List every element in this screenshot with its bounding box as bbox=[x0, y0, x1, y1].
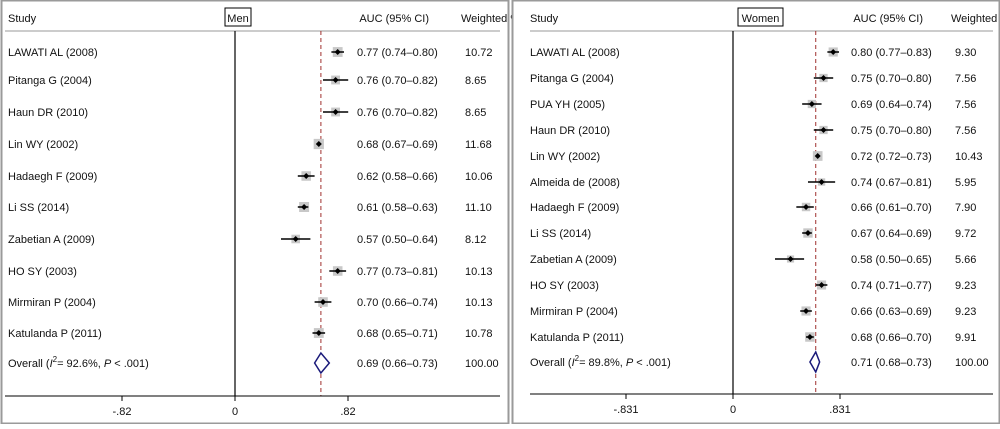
p-value: < .001) bbox=[633, 357, 671, 369]
weight-label: 11.68 bbox=[465, 139, 492, 151]
auc-ci-label: 0.75 (0.70–0.80) bbox=[851, 125, 932, 137]
study-name: HO SY (2003) bbox=[8, 266, 77, 278]
weight-label: 10.43 bbox=[955, 151, 983, 163]
auc-ci-label: 0.77 (0.73–0.81) bbox=[357, 266, 438, 278]
forest-panel-men: Study Men AUC (95% CI) Weighted % LAWATI AL … bbox=[2, 1, 521, 424]
weight-label: 5.66 bbox=[955, 254, 976, 266]
auc-ci-label: 0.68 (0.66–0.70) bbox=[851, 332, 932, 344]
auc-ci-label: 0.76 (0.70–0.82) bbox=[357, 75, 438, 87]
overall-prefix: Overall ( bbox=[530, 357, 572, 369]
weight-label: 8.65 bbox=[465, 107, 486, 119]
weight-label: 11.10 bbox=[465, 202, 492, 214]
x-tick-label: -.831 bbox=[613, 404, 638, 416]
study-name: Almeida de (2008) bbox=[530, 177, 620, 189]
forest-panel-women: Study Women AUC (95% CI) Weighted % LAWATI A… bbox=[513, 1, 1000, 424]
study-name: Lin WY (2002) bbox=[8, 139, 78, 151]
study-name: Zabetian A (2009) bbox=[8, 234, 95, 246]
panel-title: Women bbox=[742, 13, 780, 25]
column-header-auc: AUC (95% CI) bbox=[359, 13, 429, 25]
study-name: Haun DR (2010) bbox=[530, 125, 610, 137]
auc-ci-label: 0.74 (0.67–0.81) bbox=[851, 177, 932, 189]
overall-auc-label: 0.69 (0.66–0.73) bbox=[357, 358, 438, 370]
auc-ci-label: 0.68 (0.65–0.71) bbox=[357, 328, 438, 340]
x-tick-label: 0 bbox=[730, 404, 736, 416]
weight-label: 10.13 bbox=[465, 297, 493, 309]
auc-ci-label: 0.76 (0.70–0.82) bbox=[357, 107, 438, 119]
overall-prefix: Overall ( bbox=[8, 358, 50, 370]
study-name: Mirmiran P (2004) bbox=[8, 297, 96, 309]
i2-value: = 89.8%, bbox=[579, 357, 626, 369]
auc-ci-label: 0.80 (0.77–0.83) bbox=[851, 47, 932, 59]
auc-ci-label: 0.58 (0.50–0.65) bbox=[851, 254, 932, 266]
column-header-auc: AUC (95% CI) bbox=[853, 13, 923, 25]
x-tick-label: .831 bbox=[829, 404, 850, 416]
weight-label: 8.65 bbox=[465, 75, 486, 87]
auc-ci-label: 0.69 (0.64–0.74) bbox=[851, 99, 932, 111]
auc-ci-label: 0.67 (0.64–0.69) bbox=[851, 228, 932, 240]
panel-title: Men bbox=[227, 13, 248, 25]
study-name: HO SY (2003) bbox=[530, 280, 599, 292]
weight-label: 10.06 bbox=[465, 171, 493, 183]
auc-ci-label: 0.70 (0.66–0.74) bbox=[357, 297, 438, 309]
weight-label: 9.23 bbox=[955, 280, 976, 292]
study-name: LAWATI AL (2008) bbox=[530, 47, 620, 59]
weight-label: 8.12 bbox=[465, 234, 486, 246]
study-name: Hadaegh F (2009) bbox=[530, 202, 619, 214]
weight-label: 7.90 bbox=[955, 202, 976, 214]
x-tick-label: 0 bbox=[232, 406, 238, 418]
auc-ci-label: 0.61 (0.58–0.63) bbox=[357, 202, 438, 214]
auc-ci-label: 0.77 (0.74–0.80) bbox=[357, 47, 438, 59]
weight-label: 10.78 bbox=[465, 328, 493, 340]
study-name: Zabetian A (2009) bbox=[530, 254, 617, 266]
column-header-weight: Weighted % bbox=[951, 13, 1000, 25]
weight-label: 5.95 bbox=[955, 177, 976, 189]
study-name: Haun DR (2010) bbox=[8, 107, 88, 119]
weight-label: 9.91 bbox=[955, 332, 976, 344]
column-header-study: Study bbox=[530, 13, 559, 25]
study-name: Katulanda P (2011) bbox=[8, 328, 102, 340]
column-header-study: Study bbox=[8, 13, 37, 25]
weight-label: 7.56 bbox=[955, 125, 976, 137]
weight-label: 9.30 bbox=[955, 47, 976, 59]
study-name: Mirmiran P (2004) bbox=[530, 306, 618, 318]
study-name: Hadaegh F (2009) bbox=[8, 171, 97, 183]
auc-ci-label: 0.57 (0.50–0.64) bbox=[357, 234, 438, 246]
x-tick-label: .82 bbox=[340, 406, 355, 418]
overall-weight-label: 100.00 bbox=[465, 358, 499, 370]
study-name: Li SS (2014) bbox=[8, 202, 69, 214]
overall-weight-label: 100.00 bbox=[955, 357, 989, 369]
weight-label: 7.56 bbox=[955, 99, 976, 111]
x-tick-label: -.82 bbox=[113, 406, 132, 418]
study-name: Lin WY (2002) bbox=[530, 151, 600, 163]
overall-label: Overall (I2= 89.8%, P < .001) bbox=[530, 354, 671, 369]
i2-value: = 92.6%, bbox=[57, 358, 104, 370]
study-name: LAWATI AL (2008) bbox=[8, 47, 98, 59]
auc-ci-label: 0.68 (0.67–0.69) bbox=[357, 139, 438, 151]
study-name: Li SS (2014) bbox=[530, 228, 591, 240]
weight-label: 7.56 bbox=[955, 73, 976, 85]
p-value: < .001) bbox=[111, 358, 149, 370]
weight-label: 9.23 bbox=[955, 306, 976, 318]
weight-label: 10.72 bbox=[465, 47, 493, 59]
auc-ci-label: 0.72 (0.72–0.73) bbox=[851, 151, 932, 163]
auc-ci-label: 0.66 (0.61–0.70) bbox=[851, 202, 932, 214]
study-name: PUA YH (2005) bbox=[530, 99, 605, 111]
overall-label: Overall (I2= 92.6%, P < .001) bbox=[8, 355, 149, 370]
auc-ci-label: 0.75 (0.70–0.80) bbox=[851, 73, 932, 85]
weight-label: 10.13 bbox=[465, 266, 493, 278]
auc-ci-label: 0.74 (0.71–0.77) bbox=[851, 280, 932, 292]
weight-label: 9.72 bbox=[955, 228, 976, 240]
study-name: Katulanda P (2011) bbox=[530, 332, 624, 344]
auc-ci-label: 0.66 (0.63–0.69) bbox=[851, 306, 932, 318]
overall-auc-label: 0.71 (0.68–0.73) bbox=[851, 357, 932, 369]
auc-ci-label: 0.62 (0.58–0.66) bbox=[357, 171, 438, 183]
study-name: Pitanga G (2004) bbox=[8, 75, 92, 87]
column-header-weight: Weighted % bbox=[461, 13, 520, 25]
study-name: Pitanga G (2004) bbox=[530, 73, 614, 85]
